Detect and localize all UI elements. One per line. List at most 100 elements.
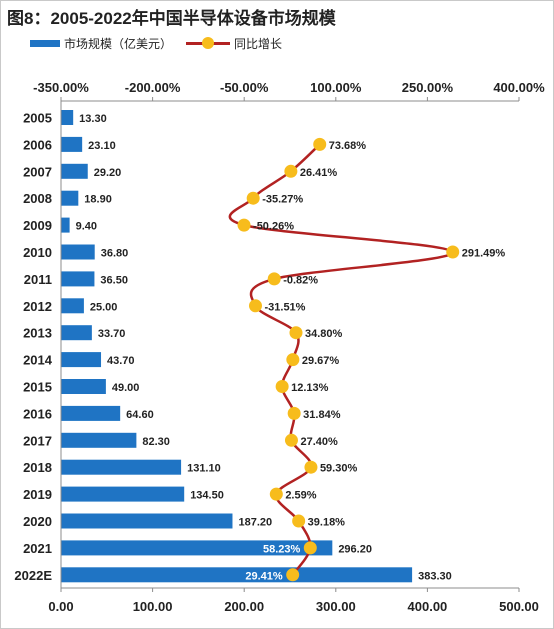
category-label: 2011 [24, 272, 52, 287]
growth-marker [248, 299, 262, 313]
bar-value-label: 18.90 [84, 194, 112, 206]
bar [61, 432, 137, 448]
bar [61, 163, 88, 179]
bar [61, 540, 333, 556]
growth-value-label: -31.51% [264, 301, 305, 313]
growth-marker [287, 406, 301, 420]
growth-marker [303, 541, 317, 555]
growth-value-label: -35.27% [262, 194, 303, 206]
bar-value-label: 43.70 [107, 355, 135, 367]
bar-value-label: 23.10 [88, 140, 116, 152]
bar [61, 567, 413, 583]
growth-marker [289, 326, 303, 340]
category-label: 2019 [23, 487, 52, 502]
bar-value-label: 13.30 [79, 113, 107, 125]
top-axis-tick-label: -200.00% [125, 80, 181, 95]
category-label: 2005 [23, 111, 52, 126]
bar-value-label: 36.50 [100, 274, 128, 286]
bar [61, 190, 79, 206]
bottom-axis-tick-label: 300.00 [316, 599, 356, 614]
legend-line-swatch [186, 37, 231, 49]
bar [61, 110, 74, 125]
bar-value-label: 64.60 [126, 409, 154, 421]
legend-line-marker [202, 37, 215, 49]
category-label: 2007 [23, 164, 52, 179]
bottom-axis-tick-label: 0.00 [48, 599, 73, 614]
category-label: 2015 [23, 380, 52, 395]
bar [61, 379, 106, 394]
growth-marker [267, 272, 281, 286]
bar [61, 136, 83, 152]
bottom-axis-tick-label: 100.00 [133, 599, 173, 614]
growth-value-label: 29.41% [245, 570, 283, 582]
category-label: 2006 [23, 137, 52, 152]
chart-legend: 市场规模（亿美元） 同比增长 [30, 34, 282, 52]
category-label: 2016 [23, 406, 52, 421]
bottom-axis-tick-label: 400.00 [408, 599, 448, 614]
bar [61, 244, 95, 260]
growth-marker [246, 191, 260, 205]
growth-marker [446, 245, 460, 259]
growth-marker [286, 568, 300, 582]
growth-marker [304, 460, 318, 474]
top-axis-tick-label: -50.00% [220, 80, 269, 95]
bar [61, 459, 182, 475]
bar-value-label: 187.20 [238, 517, 272, 529]
growth-value-label: 12.13% [291, 382, 329, 394]
growth-marker [292, 514, 306, 528]
growth-marker [284, 164, 298, 178]
growth-value-label: 39.18% [308, 517, 346, 529]
bar-value-label: 49.00 [112, 382, 140, 394]
category-label: 2010 [23, 245, 52, 260]
bar [61, 405, 121, 421]
growth-value-label: 58.23% [263, 543, 301, 555]
growth-value-label: 31.84% [303, 409, 341, 421]
category-label: 2017 [23, 433, 52, 448]
category-label: 2008 [23, 191, 52, 206]
growth-value-label: 2.59% [285, 490, 316, 502]
bar [61, 486, 185, 502]
bar-value-label: 29.20 [94, 167, 122, 179]
bar [61, 271, 95, 287]
bar-value-label: 131.10 [187, 463, 221, 475]
bar-value-label: 82.30 [142, 436, 170, 448]
growth-marker [313, 137, 327, 151]
bar [61, 298, 84, 314]
growth-value-label: 73.68% [329, 140, 367, 152]
bottom-axis-tick-label: 200.00 [224, 599, 264, 614]
bar-value-label: 9.40 [76, 221, 97, 233]
bar-value-label: 296.20 [338, 543, 372, 555]
growth-value-label: 34.80% [305, 328, 343, 340]
legend-bar-label: 市场规模（亿美元） [64, 36, 173, 51]
growth-value-label: 59.30% [320, 463, 358, 475]
growth-value-label: 26.41% [300, 167, 338, 179]
bottom-axis-tick-label: 500.00 [499, 599, 539, 614]
growth-value-label: -0.82% [283, 274, 318, 286]
top-axis-tick-label: 250.00% [402, 80, 454, 95]
growth-value-label: 27.40% [300, 436, 338, 448]
category-label: 2013 [23, 326, 52, 341]
category-label: 2020 [23, 514, 52, 529]
top-axis-tick-label: 400.00% [493, 80, 545, 95]
bar [61, 217, 70, 233]
category-label: 2022E [14, 568, 52, 583]
top-axis-tick-label: 100.00% [310, 80, 362, 95]
category-label: 2014 [23, 353, 53, 368]
bar-value-label: 134.50 [190, 490, 224, 502]
growth-marker [284, 433, 298, 447]
growth-marker [237, 218, 251, 232]
growth-value-label: 29.67% [302, 355, 340, 367]
category-label: 2018 [23, 460, 52, 475]
category-label: 2009 [23, 218, 52, 233]
bar [61, 325, 92, 341]
bar-value-label: 383.30 [418, 570, 452, 582]
category-label: 2012 [23, 299, 52, 314]
growth-marker [269, 487, 283, 501]
chart-title: 图8：2005-2022年中国半导体设备市场规模 [7, 9, 336, 28]
growth-value-label: 291.49% [462, 248, 506, 260]
bar [61, 352, 102, 368]
growth-value-label: -50.26% [253, 221, 294, 233]
legend-bar-swatch [30, 39, 60, 47]
bar-value-label: 33.70 [98, 328, 126, 340]
